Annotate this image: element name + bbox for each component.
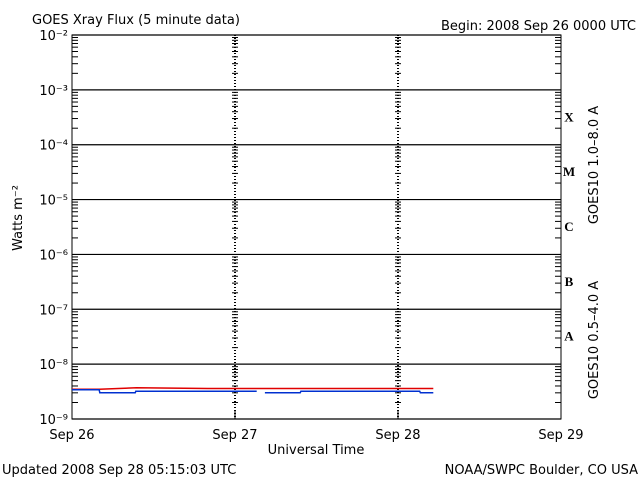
x-tick-label: Sep 28 [375, 428, 420, 443]
y-tick-label: 10⁻⁹ [39, 413, 68, 428]
y-tick-label: 10⁻⁷ [39, 303, 68, 318]
chart-subtitle: Begin: 2008 Sep 26 0000 UTC [441, 19, 636, 34]
flare-class-label: B [565, 274, 574, 289]
x-axis-label: Universal Time [268, 443, 365, 458]
y-tick-label: 10⁻⁵ [39, 194, 68, 209]
flare-class-label: X [564, 109, 574, 124]
footer-right: NOAA/SWPC Boulder, CO USA [445, 463, 638, 478]
y-tick-label: 10⁻⁶ [39, 248, 68, 263]
y-tick-label: 10⁻³ [39, 84, 68, 99]
y-tick-label: 10⁻⁸ [39, 358, 68, 373]
footer-left: Updated 2008 Sep 28 05:15:03 UTC [2, 463, 236, 478]
y-tick-label: 10⁻⁴ [39, 139, 68, 154]
chart-title: GOES Xray Flux (5 minute data) [32, 13, 240, 28]
legend-entry: GOES10 1.0–8.0 A [587, 106, 602, 224]
x-tick-label: Sep 27 [212, 428, 257, 443]
legend-entry: GOES10 0.5–4.0 A [587, 281, 602, 399]
flare-class-label: M [563, 164, 575, 179]
x-tick-label: Sep 26 [49, 428, 94, 443]
series-line [72, 389, 434, 394]
flare-class-label: C [564, 219, 573, 234]
y-axis-label: Watts m⁻² [11, 185, 26, 251]
x-tick-label: Sep 29 [538, 428, 583, 443]
y-tick-label: 10⁻² [39, 29, 68, 44]
flare-class-label: A [564, 329, 574, 344]
plot-frame [71, 34, 562, 420]
